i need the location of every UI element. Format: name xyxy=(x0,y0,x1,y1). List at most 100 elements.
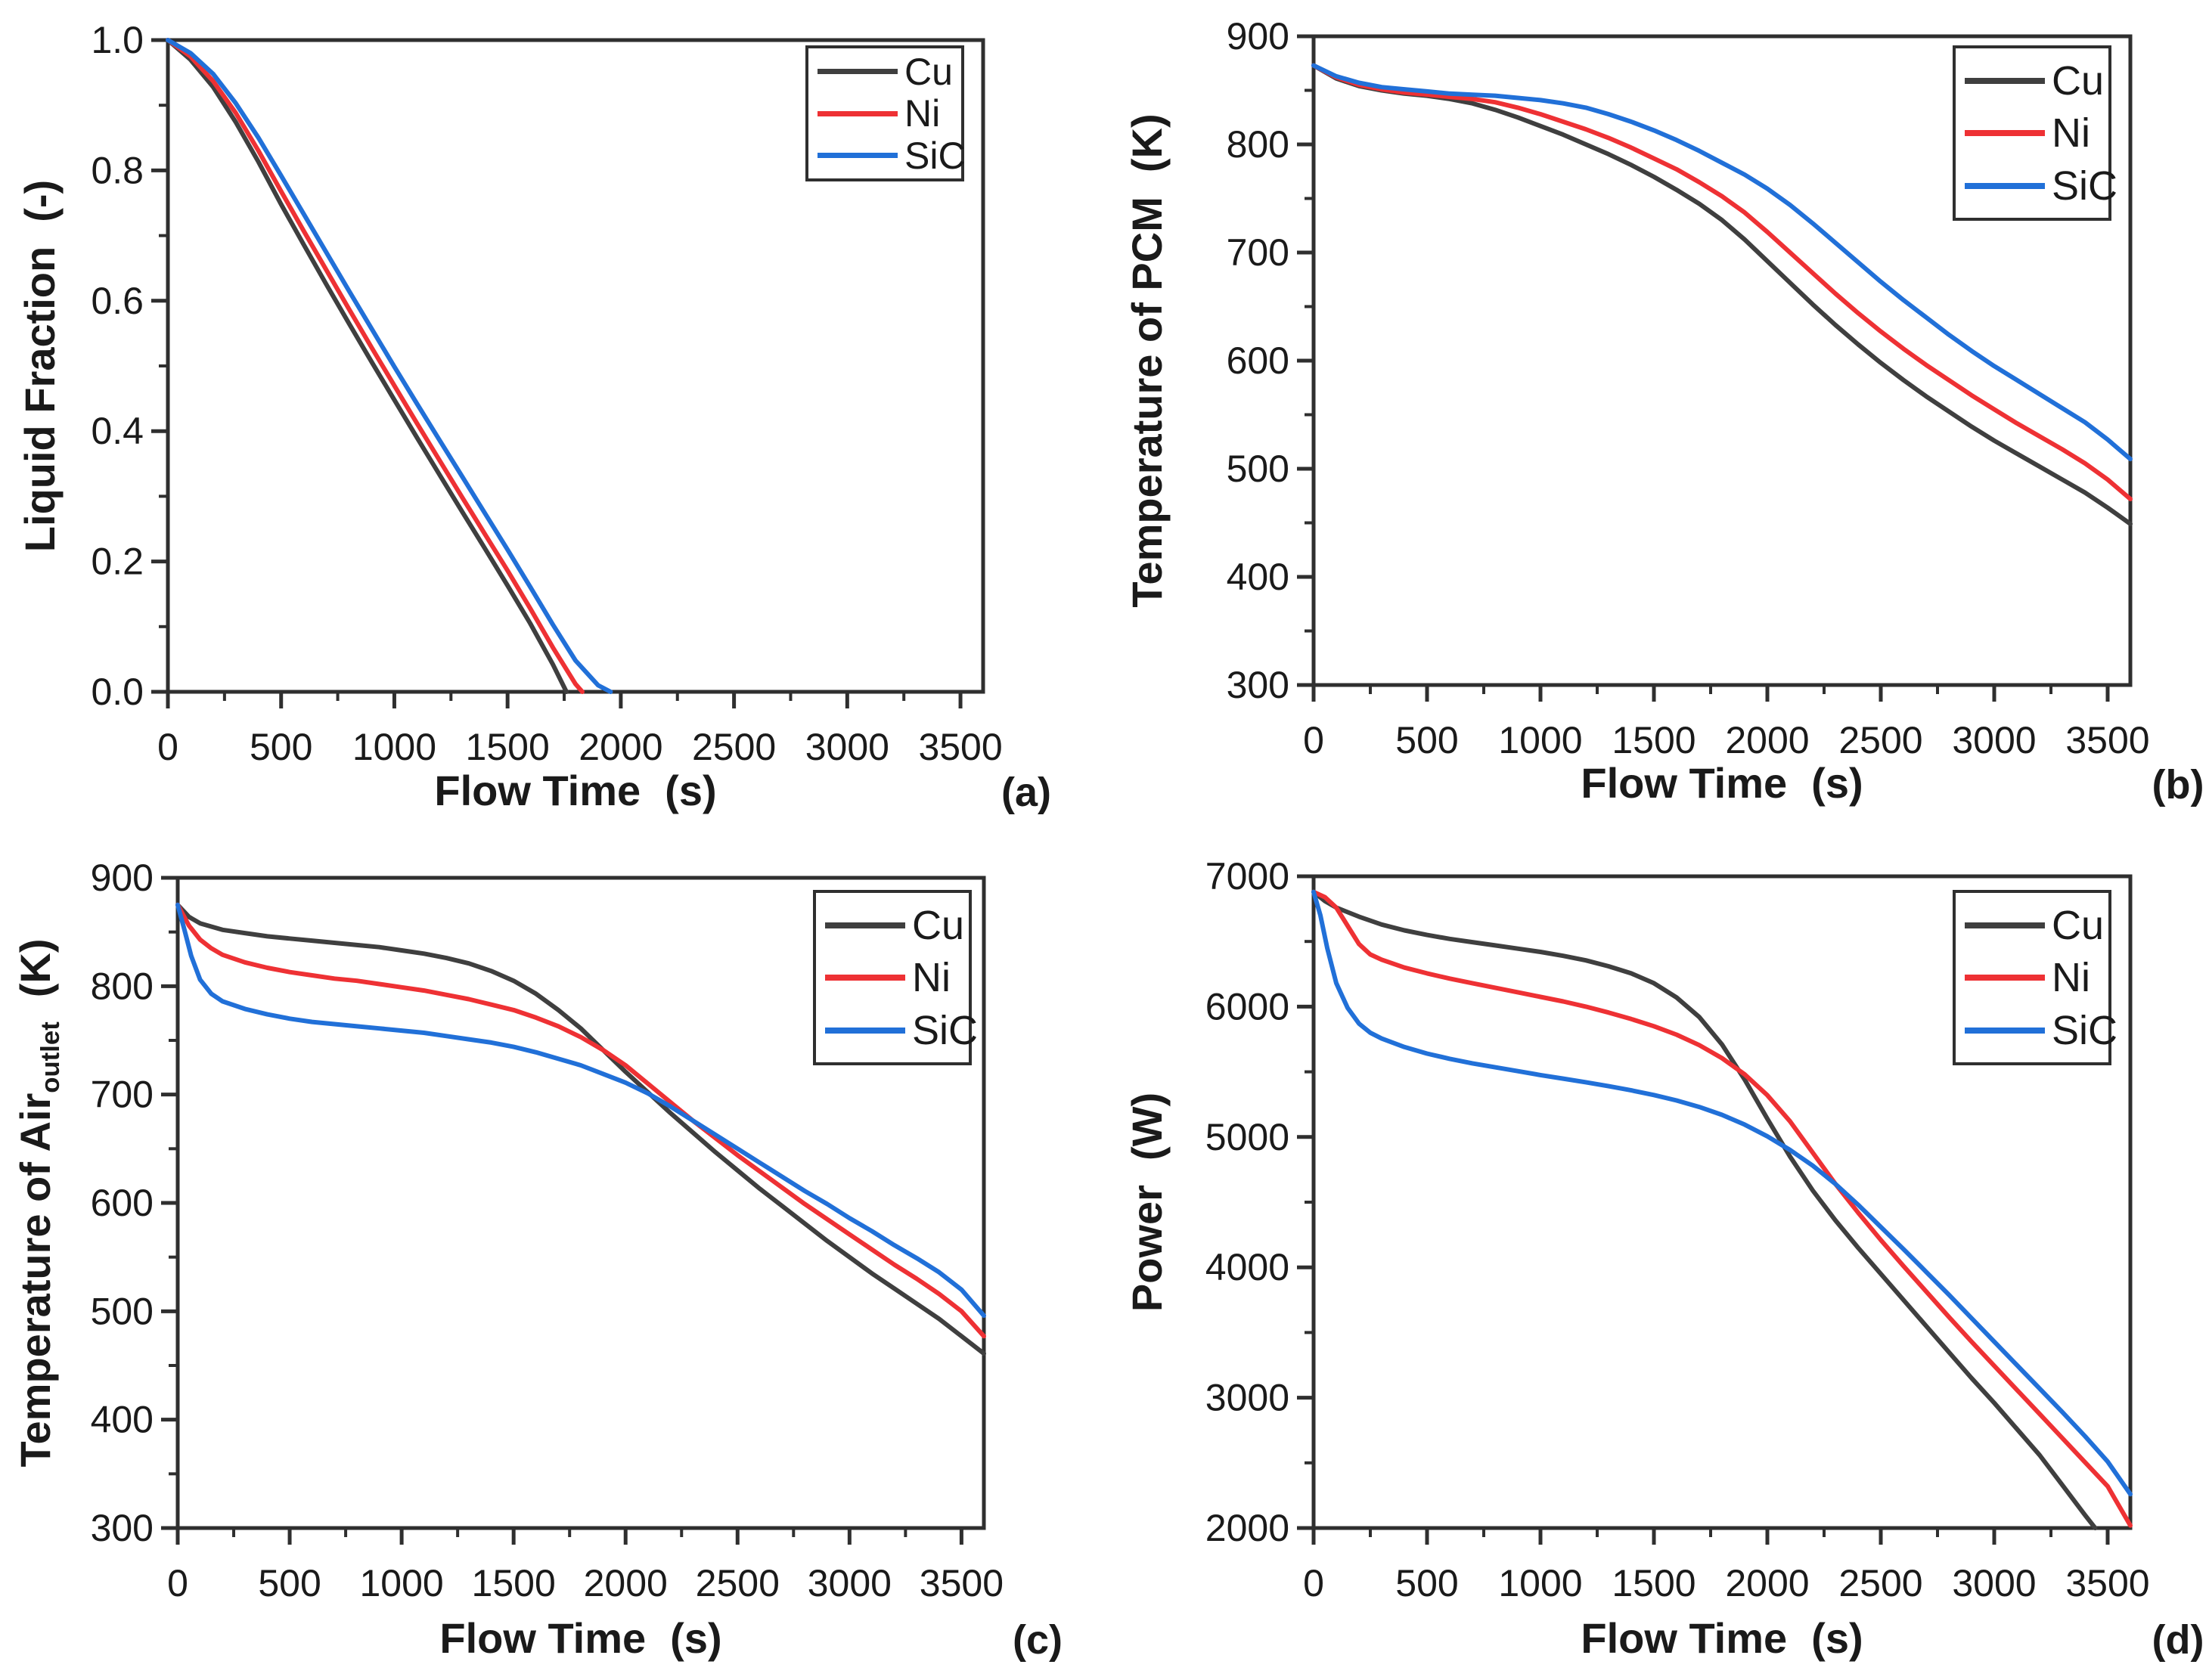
legend-item-cu: Cu xyxy=(1956,60,2108,101)
panel-b: 0 500 1000 1500 2000 2500 3000 3500 300 400 500 600… xyxy=(1104,0,2209,840)
svg-text:1.0: 1.0 xyxy=(91,19,144,61)
svg-text:0: 0 xyxy=(167,1562,188,1604)
series-ni-line xyxy=(175,902,986,1339)
x-axis-title-d: Flow Time (s) xyxy=(1581,1614,1863,1662)
chart-c-canvas: 0 500 1000 1500 2000 2500 3000 3500 300 400 500 600… xyxy=(91,857,1004,1604)
x-tick-labels: 0 500 1000 1500 2000 2500 3000 3500 xyxy=(157,726,1003,768)
svg-text:5000: 5000 xyxy=(1205,1116,1289,1158)
svg-text:0: 0 xyxy=(157,726,178,768)
svg-text:2000: 2000 xyxy=(584,1562,668,1604)
series-sic-line xyxy=(1311,889,2133,1497)
svg-text:3000: 3000 xyxy=(1205,1377,1289,1419)
series-ni-line xyxy=(166,38,585,694)
svg-text:2500: 2500 xyxy=(692,726,776,768)
x-tick-labels: 0 500 1000 1500 2000 2500 3000 3500 xyxy=(1303,719,2150,761)
x-axis-ticks xyxy=(166,692,963,708)
svg-text:0.6: 0.6 xyxy=(91,280,144,322)
legend-item-cu: Cu xyxy=(816,905,969,946)
y-axis-title-c: Temperature of Airoutlet(K) xyxy=(11,938,66,1468)
x-axis-title-a: Flow Time (s) xyxy=(434,767,717,814)
x-axis-ticks xyxy=(175,1528,963,1545)
svg-text:800: 800 xyxy=(91,965,154,1007)
svg-text:1500: 1500 xyxy=(1612,719,1696,761)
svg-text:6000: 6000 xyxy=(1205,985,1289,1028)
legend-line-cu xyxy=(1965,922,2045,928)
legend-item-cu: Cu xyxy=(1956,905,2108,946)
y-axis-title-a: Liquid Fraction(-) xyxy=(16,179,64,553)
svg-text:3500: 3500 xyxy=(920,1562,1004,1604)
series-ni-line xyxy=(1311,63,2133,501)
svg-text:300: 300 xyxy=(1227,664,1289,706)
legend-line-cu xyxy=(825,922,905,928)
svg-text:1500: 1500 xyxy=(472,1562,556,1604)
svg-text:0: 0 xyxy=(1303,1562,1324,1604)
series-cu-line xyxy=(166,38,569,694)
series-sic-line xyxy=(1311,63,2133,462)
svg-text:0.2: 0.2 xyxy=(91,541,144,583)
svg-text:400: 400 xyxy=(91,1399,154,1441)
legend-line-cu xyxy=(1965,77,2045,84)
y-tick-labels: 2000 3000 4000 5000 6000 7000 xyxy=(1205,855,1289,1549)
svg-text:2000: 2000 xyxy=(1725,1562,1809,1604)
svg-text:3000: 3000 xyxy=(1952,1562,2036,1604)
svg-text:0.0: 0.0 xyxy=(91,671,144,713)
svg-text:2000: 2000 xyxy=(579,726,662,768)
legend-item-cu: Cu xyxy=(808,53,961,91)
svg-text:3000: 3000 xyxy=(808,1562,892,1604)
svg-text:0.8: 0.8 xyxy=(91,149,144,191)
legend-item-sic: SiC xyxy=(808,137,966,175)
svg-text:600: 600 xyxy=(1227,339,1289,382)
svg-text:3500: 3500 xyxy=(2065,719,2149,761)
svg-text:500: 500 xyxy=(1227,448,1289,490)
chart-d-canvas: 0 500 1000 1500 2000 2500 3000 3500 2000 3000 4000… xyxy=(1205,855,2150,1604)
series-lines xyxy=(1311,889,2133,1530)
panel-letter-b: (b) xyxy=(2152,762,2204,807)
legend-line-ni xyxy=(1965,130,2045,136)
svg-text:4000: 4000 xyxy=(1205,1246,1289,1288)
legend-item-ni: Ni xyxy=(816,957,969,998)
y-axis-ticks xyxy=(1297,34,1314,687)
legend-line-ni xyxy=(818,110,898,116)
y-tick-labels: 0.0 0.2 0.4 0.6 0.8 1.0 xyxy=(91,19,144,713)
svg-text:0: 0 xyxy=(1303,719,1324,761)
svg-text:500: 500 xyxy=(258,1562,321,1604)
x-axis-title-b: Flow Time (s) xyxy=(1581,759,1863,807)
svg-text:3000: 3000 xyxy=(1952,719,2036,761)
x-tick-labels: 0 500 1000 1500 2000 2500 3000 3500 xyxy=(1303,1562,2150,1604)
svg-text:500: 500 xyxy=(250,726,312,768)
chart-b-canvas: 0 500 1000 1500 2000 2500 3000 3500 300 400 500 600… xyxy=(1227,15,2150,761)
y-axis-ticks xyxy=(1297,874,1314,1530)
legend-line-sic xyxy=(1965,182,2045,189)
legend-item-ni: Ni xyxy=(1956,113,2108,153)
svg-text:1500: 1500 xyxy=(1612,1562,1696,1604)
legend-line-cu xyxy=(818,69,898,74)
svg-text:2000: 2000 xyxy=(1205,1507,1289,1549)
panel-letter-d: (d) xyxy=(2152,1617,2204,1663)
series-sic-line xyxy=(175,902,986,1319)
y-axis-title-d: Power(W) xyxy=(1123,1092,1171,1313)
panel-letter-a: (a) xyxy=(1001,770,1051,815)
panel-letter-c: (c) xyxy=(1013,1617,1063,1663)
svg-text:600: 600 xyxy=(91,1182,154,1224)
y-tick-labels: 300 400 500 600 700 800 900 xyxy=(1227,15,1289,706)
svg-text:500: 500 xyxy=(1395,719,1458,761)
series-sic-line xyxy=(166,38,613,694)
y-axis-title-b: Temperature of PCM(K) xyxy=(1123,113,1171,608)
svg-text:800: 800 xyxy=(1227,123,1289,166)
svg-text:700: 700 xyxy=(91,1074,154,1116)
x-axis-ticks xyxy=(1311,1528,2110,1545)
svg-text:900: 900 xyxy=(91,857,154,899)
series-cu-line xyxy=(1311,889,2098,1530)
legend-c: Cu Ni SiC xyxy=(813,890,978,1065)
y-axis-ticks xyxy=(161,876,178,1530)
svg-text:300: 300 xyxy=(91,1507,154,1549)
legend-line-ni xyxy=(825,975,905,981)
x-tick-labels: 0 500 1000 1500 2000 2500 3000 3500 xyxy=(167,1562,1004,1604)
series-lines xyxy=(1311,63,2133,526)
x-axis-title-c: Flow Time (s) xyxy=(439,1614,722,1662)
legend-d: Cu Ni SiC xyxy=(1953,890,2117,1065)
series-cu-line xyxy=(175,902,986,1356)
series-lines xyxy=(175,902,986,1356)
svg-text:400: 400 xyxy=(1227,556,1289,598)
svg-text:2500: 2500 xyxy=(1838,719,1922,761)
